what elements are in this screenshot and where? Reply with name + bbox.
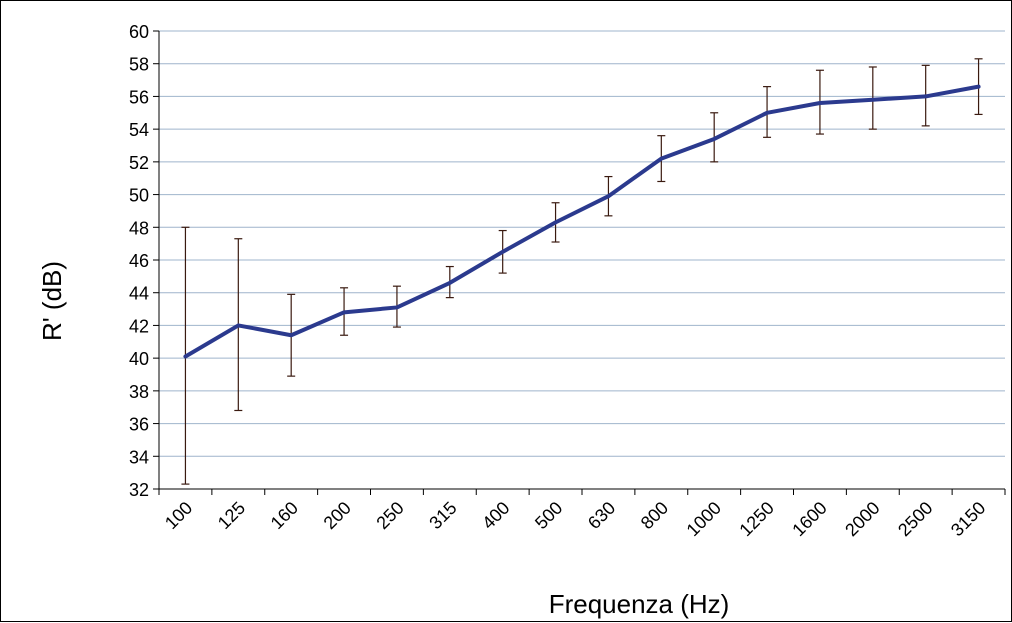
x-tick-label: 250 [372, 498, 407, 533]
y-axis-title: R' (dB) [37, 261, 67, 341]
y-tick-label: 60 [129, 22, 149, 42]
x-tick-label: 100 [161, 498, 196, 533]
y-tick-label: 36 [129, 415, 149, 435]
x-tick-label: 2000 [841, 498, 883, 540]
y-tick-label: 52 [129, 153, 149, 173]
x-tick-label: 200 [320, 498, 355, 533]
data-point [342, 310, 346, 314]
grid-layer [159, 30, 1005, 457]
y-tick-label: 48 [129, 218, 149, 238]
x-tick-label: 125 [214, 498, 249, 533]
data-point [924, 94, 928, 98]
series-layer [183, 84, 981, 359]
data-point [501, 250, 505, 254]
data-point [236, 323, 240, 327]
y-tick-label: 40 [129, 349, 149, 369]
y-tick-label: 38 [129, 382, 149, 402]
y-tick-label: 42 [129, 316, 149, 336]
data-point [977, 85, 981, 89]
y-tick-label: 44 [129, 284, 149, 304]
x-tick-label: 800 [637, 498, 672, 533]
y-tick-label: 32 [129, 480, 149, 500]
data-point [606, 194, 610, 198]
axis-layer [153, 30, 1006, 495]
x-tick-label: 1600 [788, 498, 830, 540]
data-point [448, 281, 452, 285]
series-line [183, 84, 981, 359]
data-point [289, 333, 293, 337]
x-tick-label: 1250 [735, 498, 777, 540]
data-point [554, 220, 558, 224]
x-axis-title: Frequenza (Hz) [549, 589, 730, 619]
y-tick-label: 46 [129, 251, 149, 271]
y-tick-label: 58 [129, 55, 149, 75]
y-tick-label: 50 [129, 186, 149, 206]
x-tick-label: 500 [531, 498, 566, 533]
x-tick-label: 630 [584, 498, 619, 533]
data-point [183, 355, 187, 359]
data-point [712, 137, 716, 141]
y-tick-label: 34 [129, 447, 149, 467]
x-tick-label: 315 [425, 498, 460, 533]
x-tick-label: 400 [478, 498, 513, 533]
data-point [871, 98, 875, 102]
y-tick-label: 54 [129, 120, 149, 140]
x-tick-label: 1000 [683, 498, 725, 540]
data-point [765, 111, 769, 115]
x-tick-label: 2500 [894, 498, 936, 540]
error-bars [181, 58, 983, 485]
data-point [818, 101, 822, 105]
y-tick-label: 56 [129, 87, 149, 107]
data-point [395, 305, 399, 309]
x-tick-label: 160 [267, 498, 302, 533]
data-point [659, 157, 663, 161]
x-tick-label: 3150 [947, 498, 989, 540]
